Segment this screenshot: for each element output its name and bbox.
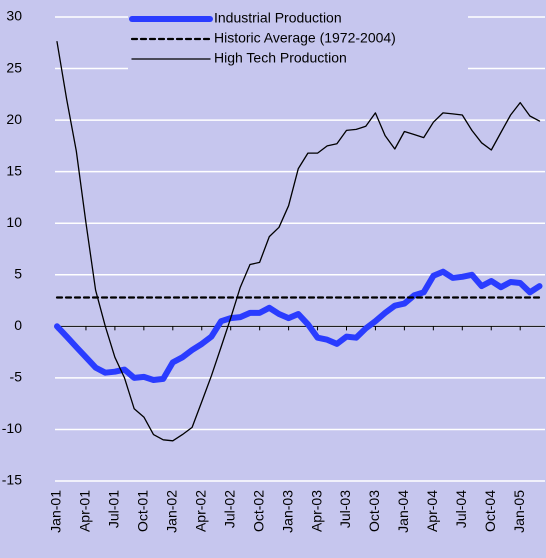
legend-label: Historic Average (1972-2004) [214, 30, 396, 46]
legend-label: Industrial Production [214, 10, 342, 26]
x-tick-label: Jul-01 [106, 490, 122, 528]
x-tick-label: Jul-04 [453, 490, 469, 528]
x-tick-label: Jul-03 [337, 490, 353, 528]
y-tick-label: -15 [2, 472, 22, 488]
x-tick-label: Jan-03 [279, 490, 295, 533]
y-tick-label: 25 [6, 59, 22, 75]
x-tick-label: Apr-01 [77, 490, 93, 532]
x-tick-label: Apr-02 [192, 490, 208, 532]
x-tick-label: Jan-05 [511, 490, 527, 533]
legend-label: High Tech Production [214, 50, 347, 66]
x-tick-label: Oct-04 [482, 490, 498, 532]
y-tick-label: 20 [6, 111, 22, 127]
series-line [56, 41, 541, 442]
x-tick-label: Apr-04 [424, 490, 440, 532]
x-tick-label: Jan-01 [48, 490, 64, 533]
y-tick-label: -5 [10, 369, 23, 385]
x-tick-label: Oct-02 [250, 490, 266, 532]
y-tick-label: 30 [6, 8, 22, 24]
x-tick-label: Jan-02 [164, 490, 180, 533]
y-tick-label: 15 [6, 162, 22, 178]
series-line [54, 268, 543, 383]
x-tick-label: Oct-03 [366, 490, 382, 532]
x-tick-label: Jul-02 [221, 490, 237, 528]
y-tick-label: 10 [6, 214, 22, 230]
x-tick-label: Apr-03 [308, 490, 324, 532]
x-tick-label: Oct-01 [135, 490, 151, 532]
y-tick-label: 0 [14, 317, 22, 333]
y-tick-label: 5 [14, 265, 22, 281]
x-tick-label: Jan-04 [395, 490, 411, 533]
y-tick-label: -10 [2, 420, 22, 436]
